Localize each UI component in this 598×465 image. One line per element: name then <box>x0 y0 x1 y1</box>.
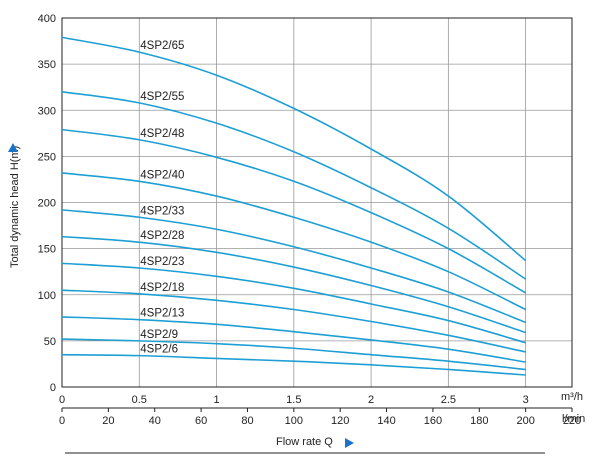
curve-label-4sp2-40: 4SP2/40 <box>140 169 184 181</box>
x-tick-label-secondary: 220 <box>563 415 581 427</box>
x-axis-arrow-icon <box>345 438 354 448</box>
curve-label-4sp2-9: 4SP2/9 <box>140 329 178 341</box>
x-unit-primary: m³/h <box>561 391 583 403</box>
curve-label-4sp2-6: 4SP2/6 <box>140 344 178 356</box>
x-tick-label-secondary: 0 <box>59 415 65 427</box>
x-tick-label-secondary: 60 <box>195 415 207 427</box>
x-tick-label-primary: 2 <box>368 394 374 406</box>
curve-label-4sp2-48: 4SP2/48 <box>140 128 184 140</box>
x-tick-label-primary: 0.5 <box>132 394 147 406</box>
curve-label-4sp2-23: 4SP2/23 <box>140 256 184 268</box>
y-axis-arrow-icon <box>8 143 18 152</box>
x-tick-label-primary: 1 <box>213 394 219 406</box>
x-tick-label-primary: 1.5 <box>286 394 301 406</box>
x-tick-label-secondary: 200 <box>516 415 534 427</box>
y-tick-label: 350 <box>38 59 56 71</box>
x-tick-label-secondary: 40 <box>149 415 161 427</box>
curve-label-4sp2-33: 4SP2/33 <box>140 205 184 217</box>
x-unit-secondary: l/min <box>562 413 585 425</box>
y-tick-label: 200 <box>38 198 56 210</box>
curve-labels: 4SP2/65 4SP2/55 4SP2/48 4SP2/40 4SP2/33 4SP2/… <box>140 40 184 356</box>
y-axis-title-group: Total dynamic head H(m) <box>8 143 21 268</box>
x-tick-label-primary: 2.5 <box>441 394 456 406</box>
x-tick-label-secondary: 160 <box>424 415 442 427</box>
x-tick-label-secondary: 100 <box>285 415 303 427</box>
curve-4sp2-18 <box>61 289 526 353</box>
y-tick-label: 100 <box>38 290 56 302</box>
curve-4sp2-13 <box>61 316 526 363</box>
x-tick-label-secondary: 140 <box>377 415 395 427</box>
tick-labels: 0 50 100 150 200 250 300 350 400 0 0.5 1 1.5 2 2.5 3 0 20… <box>38 13 582 427</box>
x-axis-title-group: Flow rate Q <box>65 436 545 454</box>
y-axis-title: Total dynamic head H(m) <box>9 146 21 268</box>
x-tick-label-primary: 0 <box>59 394 65 406</box>
grid <box>62 17 572 388</box>
curve-4sp2-65 <box>61 36 527 262</box>
y-tick-label: 400 <box>38 13 56 25</box>
curve-4sp2-23 <box>61 262 526 344</box>
y-tick-label: 0 <box>50 382 56 394</box>
curve-4sp2-28 <box>61 235 526 334</box>
x-tick-label-secondary: 180 <box>470 415 488 427</box>
y-tick-label: 300 <box>38 105 56 117</box>
curve-4sp2-33 <box>61 209 526 324</box>
curve-4sp2-48 <box>61 128 527 294</box>
curve-label-4sp2-13: 4SP2/13 <box>140 308 184 320</box>
x-tick-label-secondary: 120 <box>331 415 349 427</box>
curve-4sp2-6 <box>61 353 526 376</box>
x-tick-label-secondary: 20 <box>102 415 114 427</box>
y-tick-label: 150 <box>38 244 56 256</box>
axes <box>61 17 573 412</box>
curve-label-4sp2-18: 4SP2/18 <box>140 282 184 294</box>
plot-frame <box>61 17 573 388</box>
curve-label-4sp2-55: 4SP2/55 <box>140 91 184 103</box>
y-tick-label: 50 <box>44 336 56 348</box>
x-tick-label-primary: 3 <box>523 394 529 406</box>
y-tick-label: 250 <box>38 151 56 163</box>
x-axis-title: Flow rate Q <box>276 436 333 448</box>
curve-4sp2-40 <box>61 172 526 311</box>
curves <box>61 36 527 376</box>
curve-label-4sp2-65: 4SP2/65 <box>140 40 184 52</box>
curve-4sp2-55 <box>61 91 527 280</box>
curve-label-4sp2-28: 4SP2/28 <box>140 230 184 242</box>
x-tick-label-secondary: 80 <box>241 415 253 427</box>
curve-4sp2-9 <box>61 338 526 371</box>
